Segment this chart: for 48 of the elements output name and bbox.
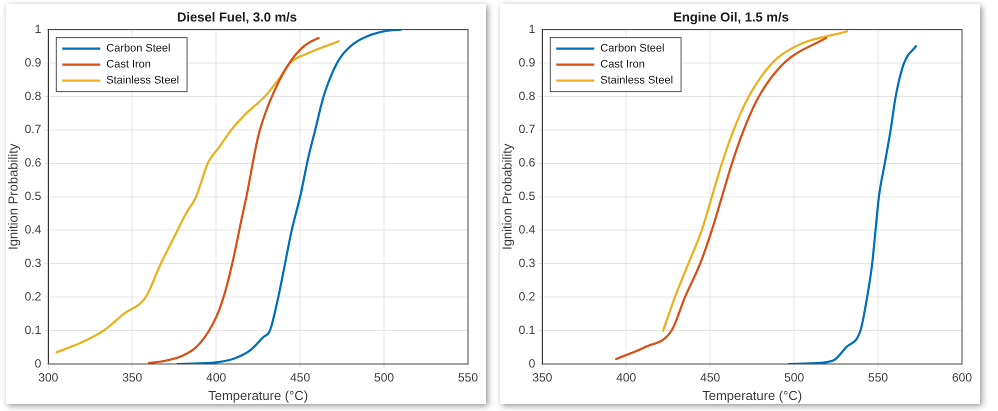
x-tick-label: 550	[458, 370, 478, 385]
y-tick-label: 0.4	[518, 222, 536, 237]
x-tick-label: 600	[952, 370, 972, 385]
chart-title: Diesel Fuel, 3.0 m/s	[177, 9, 297, 24]
x-tick-label: 400	[206, 370, 226, 385]
y-tick-label: 0.2	[24, 289, 42, 304]
legend-label: Stainless Steel	[600, 74, 674, 87]
x-axis-title: Temperature (°C)	[702, 388, 802, 403]
y-tick-label: 0.7	[24, 122, 42, 136]
y-tick-label: 0.3	[24, 256, 42, 270]
y-tick-label: 1	[528, 22, 536, 36]
x-tick-label: 300	[38, 370, 59, 385]
x-tick-label: 350	[532, 370, 553, 385]
x-tick-label: 550	[868, 370, 888, 385]
y-tick-label: 0.9	[518, 55, 536, 70]
y-tick-label: 0.8	[518, 88, 536, 103]
y-tick-label: 0.8	[24, 88, 42, 103]
line-series	[788, 45, 917, 364]
y-tick-label: 0.5	[24, 189, 42, 204]
legend-label: Stainless Steel	[106, 74, 180, 87]
legend-label: Carbon Steel	[600, 42, 664, 55]
y-tick-label: 0.2	[518, 289, 536, 304]
x-tick-label: 500	[374, 370, 394, 385]
y-tick-label: 0	[528, 356, 536, 370]
y-tick-label: 0.7	[518, 122, 536, 136]
y-tick-label: 0.3	[518, 256, 536, 270]
legend-label: Carbon Steel	[106, 42, 170, 55]
y-tick-label: 0.1	[24, 322, 42, 337]
line-series	[56, 40, 340, 354]
x-tick-label: 400	[616, 370, 637, 385]
x-tick-label: 450	[700, 370, 720, 385]
y-tick-label: 0	[34, 356, 42, 370]
y-tick-label: 0.4	[24, 222, 42, 237]
y-tick-label: 0.5	[518, 189, 536, 204]
y-axis-title: Ignition Probability	[499, 143, 514, 250]
y-tick-label: 0.6	[24, 156, 42, 170]
y-tick-label: 1	[34, 22, 42, 36]
y-tick-label: 0.1	[518, 322, 536, 337]
x-tick-label: 350	[122, 370, 143, 385]
chart-title: Engine Oil, 1.5 m/s	[673, 9, 789, 24]
y-axis-title: Ignition Probability	[5, 143, 20, 250]
y-tick-label: 0.6	[518, 156, 536, 170]
legend-label: Cast Iron	[106, 58, 151, 71]
legend-label: Cast Iron	[600, 58, 645, 71]
x-tick-label: 500	[784, 370, 804, 385]
x-axis-title: Temperature (°C)	[208, 388, 308, 403]
y-tick-label: 0.9	[24, 55, 42, 70]
x-tick-label: 450	[290, 370, 310, 385]
